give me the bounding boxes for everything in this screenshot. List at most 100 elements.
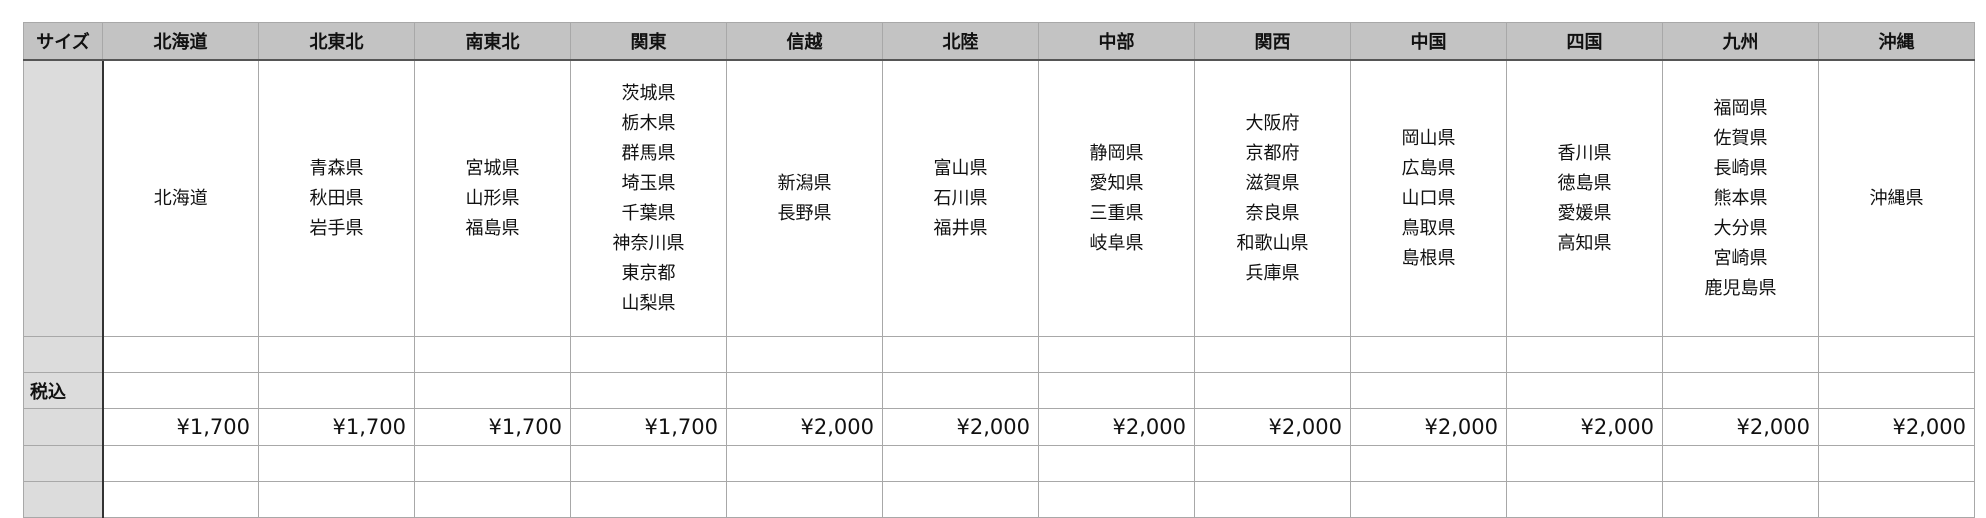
price-row: ¥1,700 ¥1,700 ¥1,700 ¥1,700 ¥2,000 ¥2,000 ¥2,0… (23, 408, 1975, 446)
empty-cell (414, 445, 571, 482)
prefecture-name: 富山県 (933, 157, 988, 179)
price-cell: ¥2,000 (726, 408, 883, 446)
prefecture-cell: 青森県 秋田県 岩手県 (258, 59, 415, 337)
prefecture-cell: 福岡県 佐賀県 長崎県 熊本県 大分県 宮崎県 鹿児島県 (1662, 59, 1819, 337)
empty-cell (414, 336, 571, 373)
empty-cell (1038, 336, 1195, 373)
tax-label-row: 税込 (23, 372, 1975, 409)
prefecture-name: 島根県 (1401, 247, 1456, 269)
side-cell (23, 336, 104, 373)
prefecture-name: 岩手県 (309, 217, 364, 239)
empty-cell (1350, 481, 1507, 518)
region-header: 四国 (1506, 22, 1663, 61)
empty-cell (258, 336, 415, 373)
prefecture-name: 新潟県 (777, 172, 832, 194)
prefecture-name: 茨城県 (621, 82, 676, 104)
empty-cell (1194, 481, 1351, 518)
prefecture-cell: 大阪府 京都府 滋賀県 奈良県 和歌山県 兵庫県 (1194, 59, 1351, 337)
region-header: 九州 (1662, 22, 1819, 61)
prefecture-name: 山梨県 (621, 292, 676, 314)
empty-cell (414, 372, 571, 409)
price-cell: ¥2,000 (1506, 408, 1663, 446)
region-header: 北海道 (102, 22, 259, 61)
empty-cell (570, 445, 727, 482)
prefecture-name: 沖縄県 (1869, 187, 1924, 209)
price-cell: ¥1,700 (414, 408, 571, 446)
prefecture-cell: 北海道 (102, 59, 259, 337)
price-cell: ¥1,700 (102, 408, 259, 446)
empty-cell (258, 372, 415, 409)
price-cell: ¥2,000 (882, 408, 1039, 446)
empty-cell (1350, 372, 1507, 409)
blank-row (23, 336, 1975, 373)
empty-cell (882, 372, 1039, 409)
prefecture-name: 鳥取県 (1401, 217, 1456, 239)
empty-cell (1662, 445, 1819, 482)
region-header: 沖縄 (1818, 22, 1975, 61)
empty-cell (414, 481, 571, 518)
prefecture-name: 山形県 (465, 187, 520, 209)
empty-cell (258, 481, 415, 518)
empty-cell (102, 481, 259, 518)
empty-cell (1506, 336, 1663, 373)
prefecture-cell: 富山県 石川県 福井県 (882, 59, 1039, 337)
prefecture-name: 東京都 (621, 262, 676, 284)
prefecture-name: 長野県 (777, 202, 832, 224)
region-header: 中部 (1038, 22, 1195, 61)
empty-cell (882, 481, 1039, 518)
empty-cell (1818, 481, 1975, 518)
empty-cell (1818, 445, 1975, 482)
side-cell (23, 408, 104, 446)
empty-cell (726, 372, 883, 409)
prefecture-cell: 香川県 徳島県 愛媛県 高知県 (1506, 59, 1663, 337)
prefecture-name: 秋田県 (309, 187, 364, 209)
prefecture-name: 宮城県 (465, 157, 520, 179)
empty-cell (102, 445, 259, 482)
prefecture-name: 青森県 (309, 157, 364, 179)
size-header: サイズ (23, 22, 103, 61)
prefecture-cell: 静岡県 愛知県 三重県 岐阜県 (1038, 59, 1195, 337)
prefecture-name: 兵庫県 (1245, 262, 1300, 284)
empty-cell (882, 445, 1039, 482)
prefecture-name: 佐賀県 (1713, 127, 1768, 149)
prefecture-name: 愛知県 (1089, 172, 1144, 194)
empty-cell (726, 336, 883, 373)
price-cell: ¥2,000 (1194, 408, 1351, 446)
region-header: 関西 (1194, 22, 1351, 61)
prefecture-name: 栃木県 (621, 112, 676, 134)
prefecture-name: 北海道 (153, 187, 208, 209)
region-header: 中国 (1350, 22, 1507, 61)
empty-cell (1194, 372, 1351, 409)
empty-cell (1506, 481, 1663, 518)
empty-cell (1038, 481, 1195, 518)
empty-cell (1506, 372, 1663, 409)
shipping-rate-table: サイズ 北海道 北東北 南東北 関東 信越 北陸 中部 関西 中国 四国 九州 沖縄 北海道 青森県 秋田… (23, 22, 1975, 518)
side-cell (23, 481, 104, 518)
empty-cell (570, 481, 727, 518)
prefecture-name: 徳島県 (1557, 172, 1612, 194)
prefecture-name: 大阪府 (1245, 112, 1300, 134)
tax-label: 税込 (23, 372, 104, 409)
prefecture-name: 奈良県 (1245, 202, 1300, 224)
empty-cell (258, 445, 415, 482)
prefecture-name: 和歌山県 (1236, 232, 1309, 254)
empty-cell (726, 445, 883, 482)
prefecture-name: 広島県 (1401, 157, 1456, 179)
prefecture-name: 宮崎県 (1713, 247, 1768, 269)
empty-cell (882, 336, 1039, 373)
prefecture-row: 北海道 青森県 秋田県 岩手県 宮城県 山形県 福島県 茨城県 栃木県 群馬県 埼玉県 千葉県 神奈川県… (23, 59, 1975, 337)
prefecture-name: 山口県 (1401, 187, 1456, 209)
prefecture-name: 愛媛県 (1557, 202, 1612, 224)
prefecture-name: 千葉県 (621, 202, 676, 224)
blank-row (23, 445, 1975, 482)
prefecture-name: 熊本県 (1713, 187, 1768, 209)
prefecture-name: 大分県 (1713, 217, 1768, 239)
empty-cell (102, 372, 259, 409)
side-cell (23, 445, 104, 482)
price-cell: ¥2,000 (1818, 408, 1975, 446)
header-row: サイズ 北海道 北東北 南東北 関東 信越 北陸 中部 関西 中国 四国 九州 沖縄 (23, 22, 1975, 61)
empty-cell (1818, 372, 1975, 409)
price-cell: ¥1,700 (258, 408, 415, 446)
price-cell: ¥2,000 (1038, 408, 1195, 446)
empty-cell (1662, 372, 1819, 409)
